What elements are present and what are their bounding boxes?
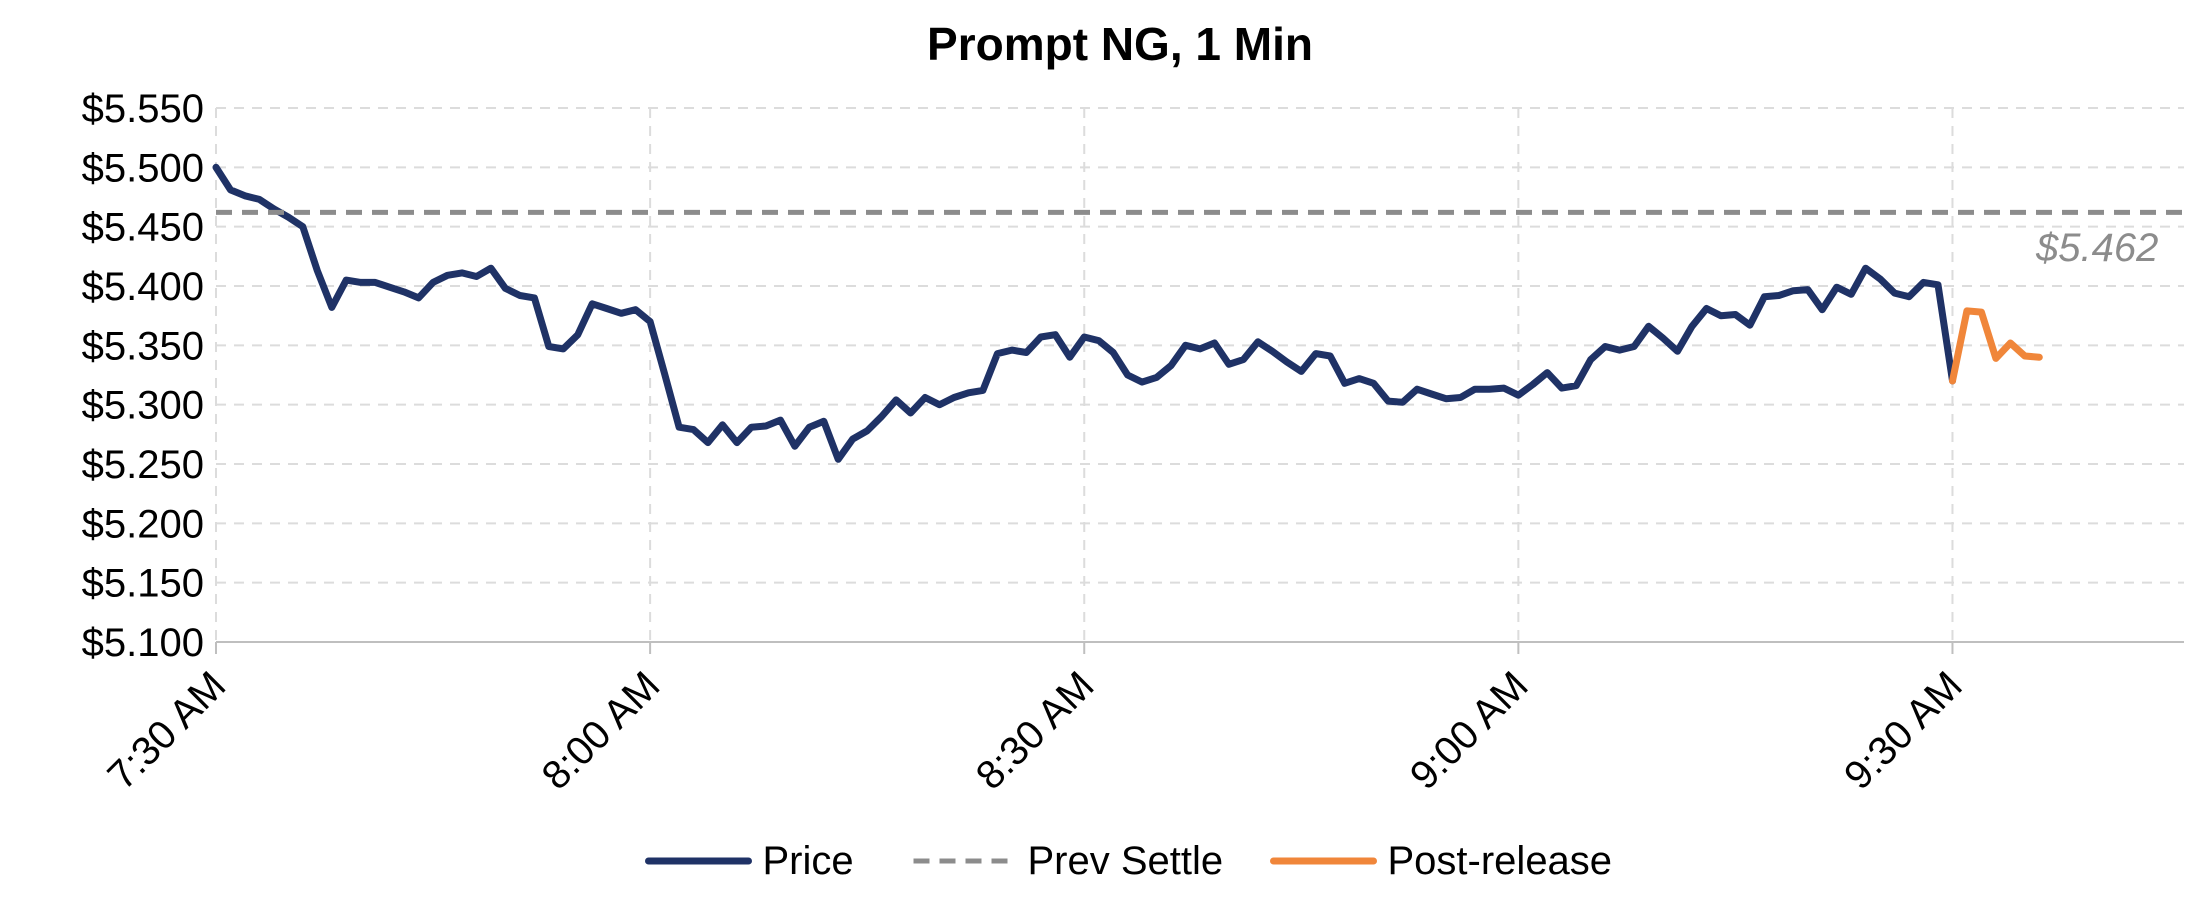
legend-label: Prev Settle <box>1028 839 1224 883</box>
y-tick-label: $5.200 <box>82 502 204 546</box>
legend: Price Prev Settle Post-release <box>645 839 1613 883</box>
series-line-price <box>212 163 1956 463</box>
grid <box>215 107 2184 642</box>
annotations: $5.462 <box>2035 226 2158 270</box>
y-tick-label: $5.450 <box>82 206 204 250</box>
x-tick-label: 9:30 AM <box>1836 663 1971 798</box>
legend-label: Post-release <box>1388 839 1613 883</box>
x-tick-label: 8:00 AM <box>534 663 669 798</box>
x-tick-label: 9:00 AM <box>1402 663 1537 798</box>
x-tick-labels: 7:30 AM 8:00 AM 8:30 AM 9:00 AM 9:30 AM <box>99 663 1970 798</box>
axes <box>215 641 2184 654</box>
series-lines <box>212 163 2184 463</box>
legend-label: Price <box>763 839 854 883</box>
legend-item-prev-settle: Prev Settle <box>913 839 1224 883</box>
y-tick-label: $5.250 <box>82 443 204 487</box>
x-tick-label: 7:30 AM <box>99 663 234 798</box>
chart-title: Prompt NG, 1 Min <box>927 18 1313 70</box>
y-tick-label: $5.500 <box>82 146 204 190</box>
annotation-label: $5.462 <box>2035 226 2158 270</box>
y-tick-labels: $5.100 $5.150 $5.200 $5.250 $5.300 $5.350 $5.4… <box>82 87 204 665</box>
y-tick-label: $5.300 <box>82 384 204 428</box>
legend-item-price: Price <box>645 839 854 883</box>
y-tick-label: $5.150 <box>82 562 204 606</box>
series-line-post-release <box>1949 307 2043 385</box>
y-tick-label: $5.400 <box>82 265 204 309</box>
legend-item-post-release: Post-release <box>1270 839 1613 883</box>
y-tick-label: $5.350 <box>82 324 204 368</box>
y-tick-label: $5.100 <box>82 621 204 665</box>
y-tick-label: $5.550 <box>82 87 204 131</box>
x-tick-label: 8:30 AM <box>968 663 1103 798</box>
